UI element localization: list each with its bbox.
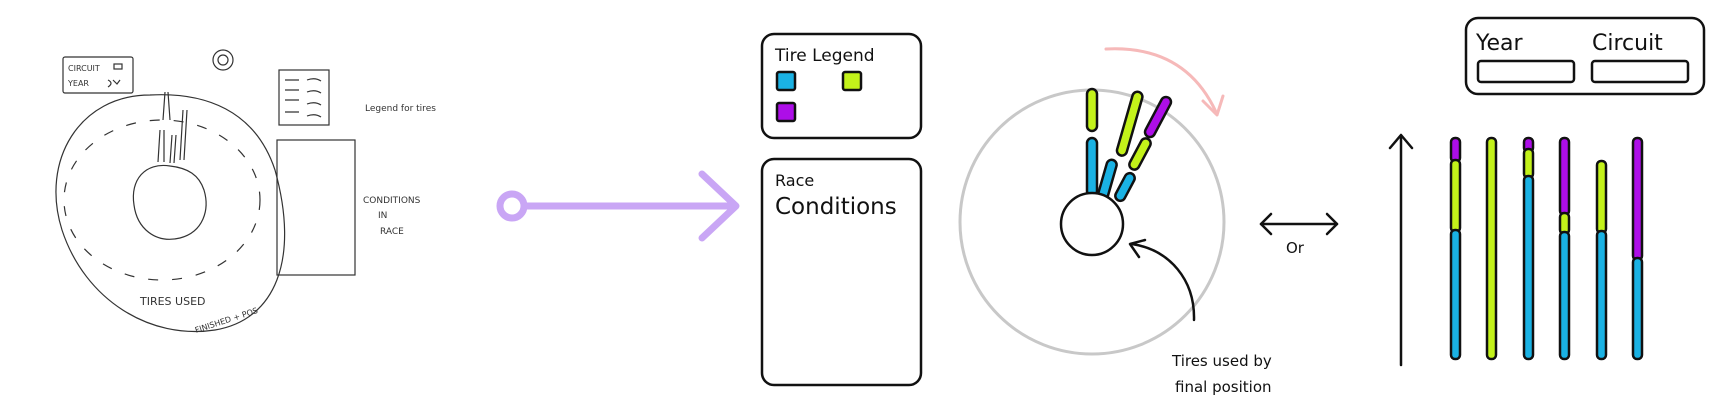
sketch-group: CIRCUIT YEAR Legend for tires CONDITIONS… (55, 49, 436, 335)
legend-swatch-green (841, 70, 863, 92)
rotate-arrow-head-icon (1201, 94, 1225, 117)
sketch-spoke-4 (179, 109, 188, 161)
radial-bar-1-blue (1085, 136, 1099, 198)
sketch-legend-note: Legend for tires (365, 104, 436, 114)
sketch-small-circle-inner-icon (217, 54, 229, 66)
bar-3-green (1522, 147, 1535, 180)
bar-2-green (1485, 136, 1498, 361)
legend-swatch-purple (775, 101, 797, 123)
race-conditions-panel: Race Conditions (760, 157, 923, 387)
radial-bar-3-green (1128, 137, 1152, 171)
sketch-tires-used: TIRES USED (139, 295, 206, 308)
sketch-conditions-line1: CONDITIONS (363, 196, 421, 206)
circuit-label: Circuit (1592, 31, 1663, 56)
radial-center-circle (1059, 191, 1125, 257)
bars-axis-arrow-icon (1388, 133, 1414, 150)
sketch-dropdown-year: YEAR (67, 79, 89, 88)
radial-chart: Tires used by final position (958, 47, 1272, 396)
year-input[interactable] (1476, 59, 1576, 84)
filter-panel: Year Circuit (1464, 16, 1706, 96)
rotate-arrow (1104, 47, 1218, 114)
radial-bar-1-green (1085, 87, 1099, 133)
sketch-outer-circle (55, 94, 286, 332)
bar-1-green (1449, 158, 1462, 234)
annotation-line2: final position (1175, 378, 1272, 396)
conditions-label: Conditions (775, 194, 897, 220)
bar-1-blue (1449, 228, 1462, 361)
bar-4-blue (1558, 230, 1571, 361)
radial-bar-3-blue (1114, 171, 1136, 203)
sketch-dropdown-box (62, 56, 134, 94)
race-conditions-box (760, 157, 923, 387)
annotation-arrow-head-icon (1128, 238, 1147, 259)
tire-legend-box (760, 32, 923, 140)
radial-bar-2-green (1115, 90, 1144, 157)
sketch-conditions-line2: IN (378, 211, 387, 221)
bar-5-green (1595, 159, 1608, 235)
race-label: Race (775, 171, 814, 190)
sketch-legend-lines (285, 78, 322, 118)
annotation-line1: Tires used by (1171, 352, 1272, 370)
bar-6-blue (1631, 256, 1644, 361)
or-arrow-left-icon (1259, 212, 1273, 236)
year-label: Year (1475, 31, 1524, 56)
sketch-spoke-3 (169, 134, 177, 164)
sketch-conditions-line3: RACE (380, 227, 404, 237)
sketch-dashed-ring (63, 119, 261, 281)
or-arrow-right-icon (1325, 212, 1339, 236)
bar-5-blue (1595, 229, 1608, 361)
bar-3-blue (1522, 174, 1535, 361)
radial-bar-3-purple (1143, 95, 1173, 139)
or-connector (1259, 212, 1339, 236)
sketch-conditions-box (276, 139, 356, 276)
sketch-dropdown-circuit: CIRCUIT (68, 64, 100, 73)
sketch-small-circle-icon (212, 49, 234, 71)
sketch-inner-circle (132, 164, 207, 240)
sketch-spoke-2 (157, 129, 165, 163)
circuit-input[interactable] (1590, 59, 1690, 84)
bar-1-purple (1449, 136, 1462, 164)
sketch-legend-box (278, 69, 330, 126)
sketch-finished-note: FINISHED + POS (194, 306, 259, 335)
sketch-spoke-1 (162, 91, 171, 121)
tire-legend-title: Tire Legend (774, 46, 875, 66)
big-arrow (496, 170, 740, 242)
bar-4-purple (1558, 136, 1571, 217)
legend-swatch-blue (775, 70, 797, 92)
sketch-dropdown-circuit-arrow (113, 63, 123, 70)
annotation-arrow (1130, 242, 1196, 322)
sketch-dropdown-year-arrow (107, 79, 121, 88)
tire-legend-panel: Tire Legend (760, 32, 923, 140)
stacked-bars (1388, 133, 1644, 367)
bar-6-purple (1631, 136, 1644, 262)
arrow-start-circle-icon (496, 190, 528, 222)
arrow-head-icon (698, 170, 740, 242)
or-label: Or (1286, 239, 1305, 257)
